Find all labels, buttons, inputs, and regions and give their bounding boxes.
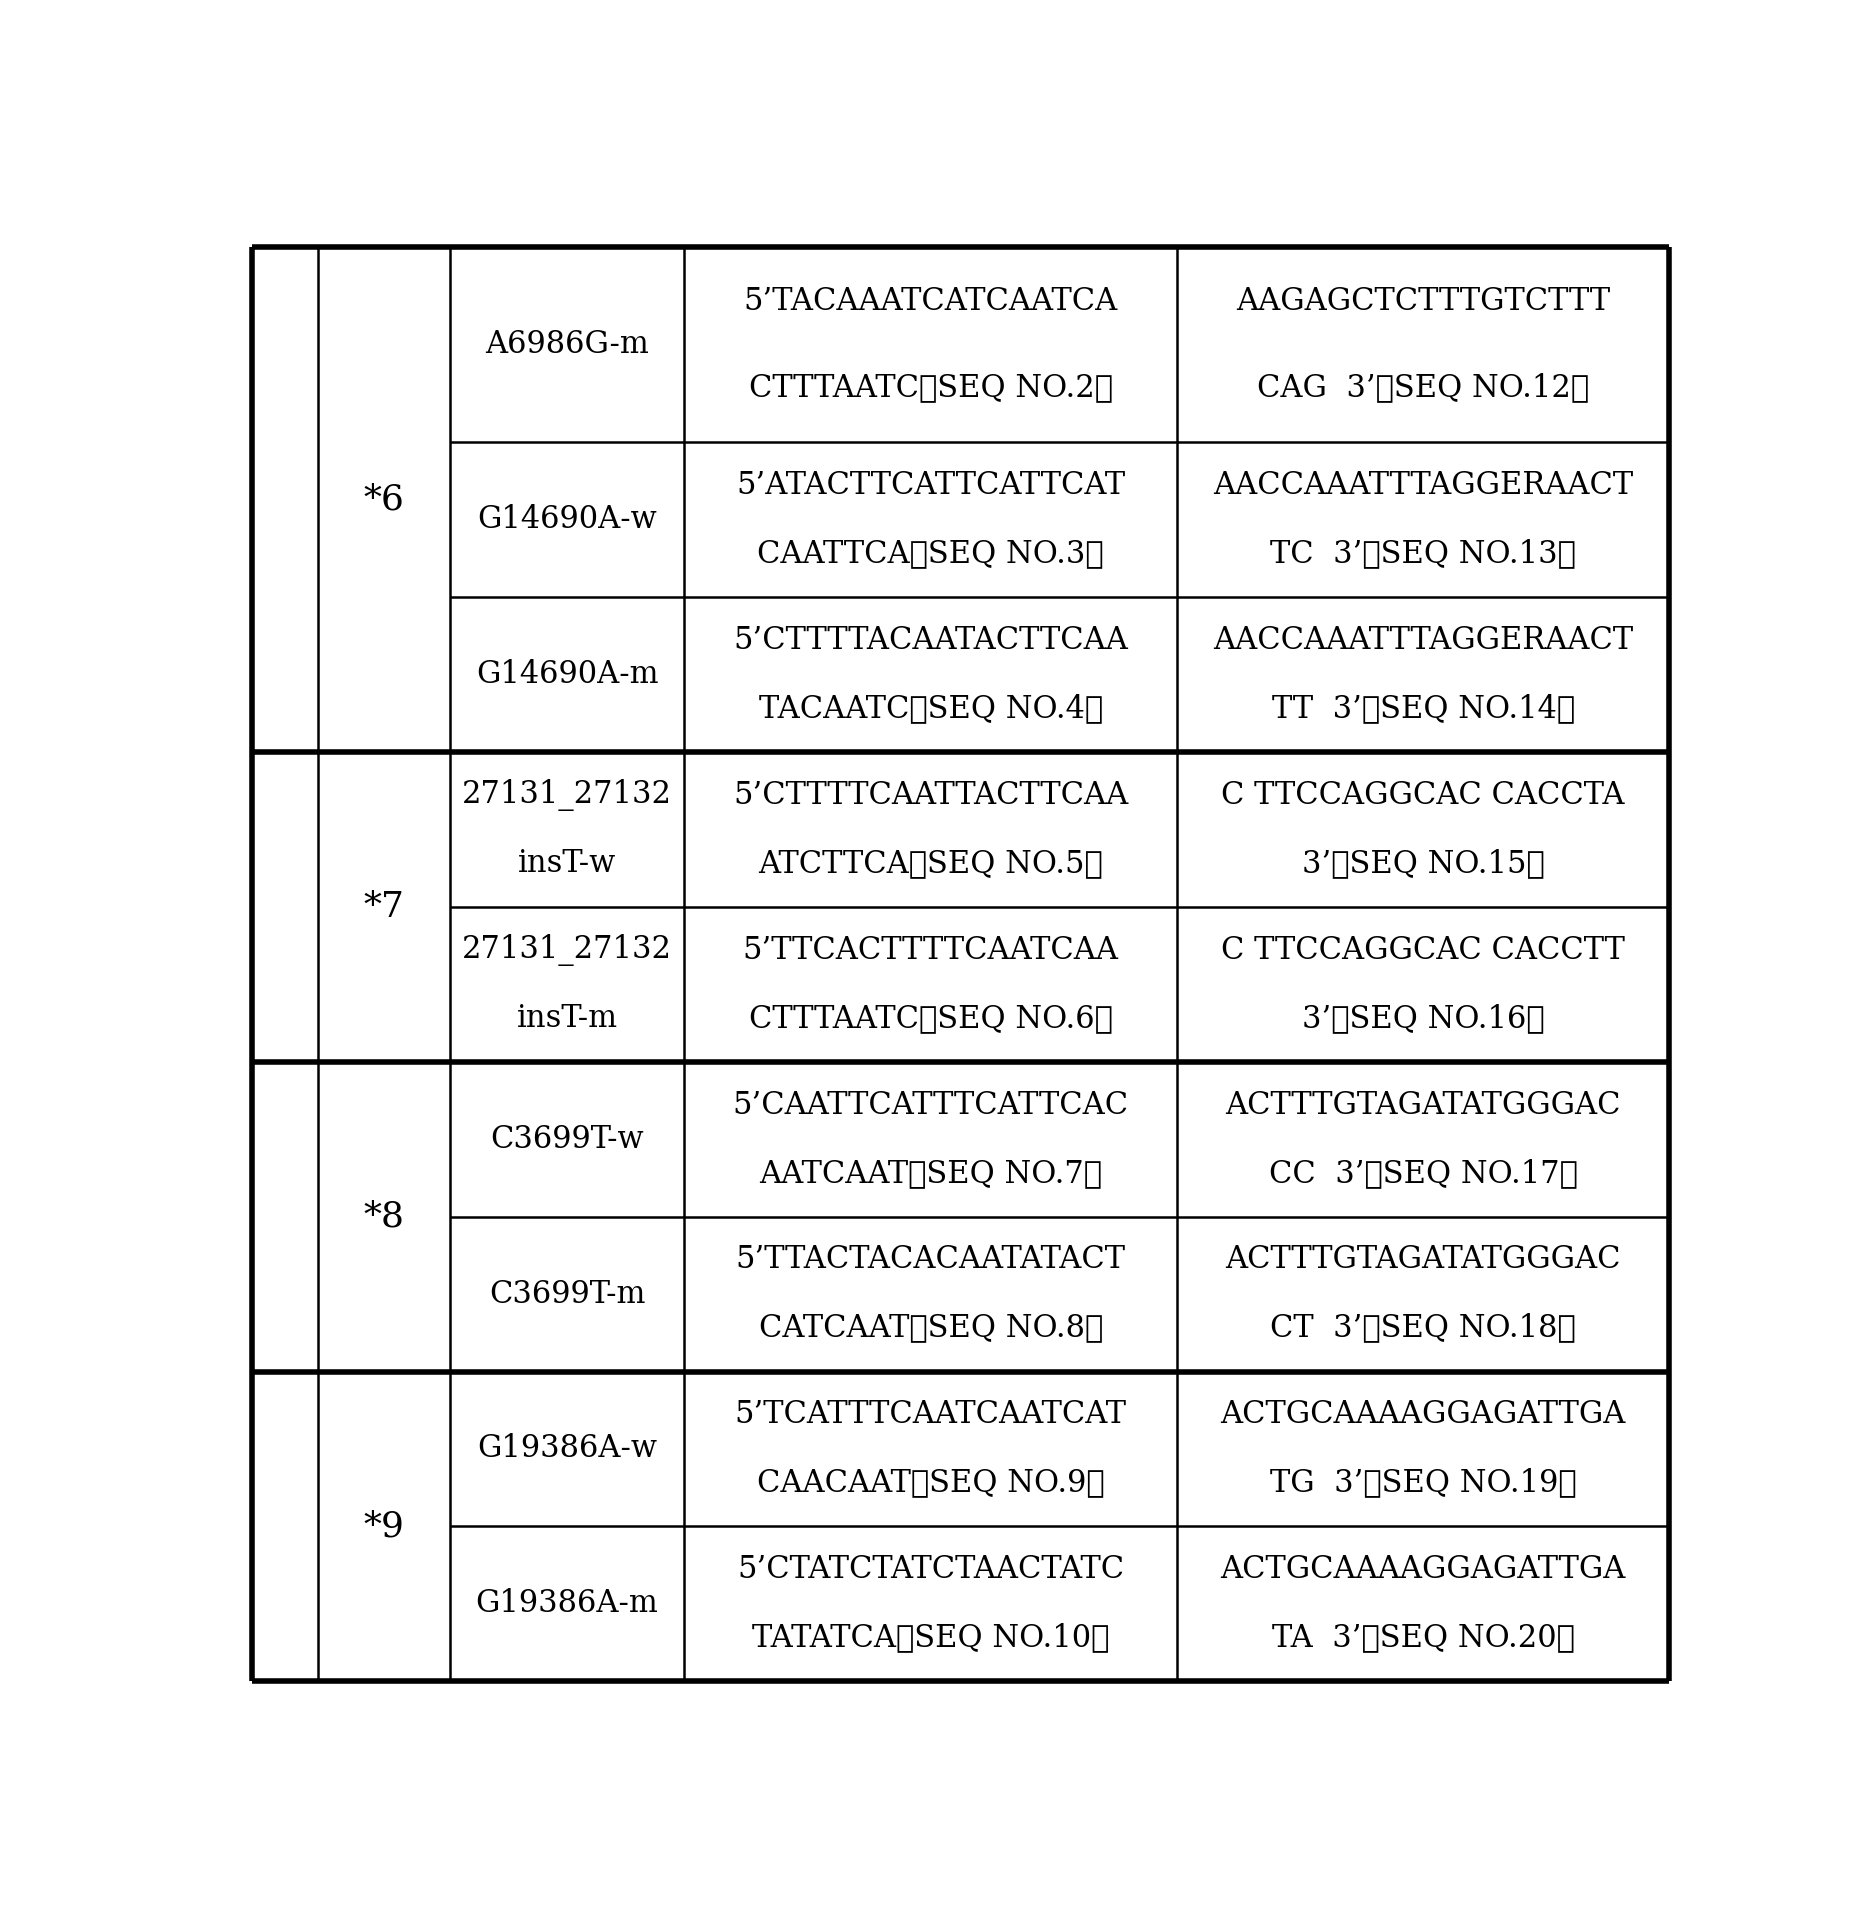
Text: CC  3’（SEQ NO.17）: CC 3’（SEQ NO.17）	[1268, 1157, 1577, 1189]
Text: ACTTTGTAGATATGGGAC: ACTTTGTAGATATGGGAC	[1225, 1090, 1620, 1121]
Text: G14690A-w: G14690A-w	[478, 504, 657, 535]
Text: TT  3’（SEQ NO.14）: TT 3’（SEQ NO.14）	[1272, 693, 1573, 724]
Text: CAG  3’（SEQ NO.12）: CAG 3’（SEQ NO.12）	[1257, 372, 1588, 403]
Text: 5’CTTTTCAATTACTTCAA: 5’CTTTTCAATTACTTCAA	[732, 779, 1128, 811]
Text: CTTTAATC（SEQ NO.6）: CTTTAATC（SEQ NO.6）	[749, 1002, 1113, 1035]
Text: G19386A-w: G19386A-w	[478, 1434, 657, 1464]
Text: C3699T-w: C3699T-w	[491, 1124, 644, 1155]
Text: 5’TTCACTTTTCAATCAA: 5’TTCACTTTTCAATCAA	[742, 935, 1118, 966]
Text: CT  3’（SEQ NO.18）: CT 3’（SEQ NO.18）	[1270, 1313, 1575, 1344]
Text: 3’（SEQ NO.15）: 3’（SEQ NO.15）	[1302, 848, 1543, 878]
Text: 5’ATACTTCATTCATTCAT: 5’ATACTTCATTCATTCAT	[736, 470, 1124, 500]
Text: *7: *7	[363, 890, 405, 924]
Text: 5’CTTTTACAATACTTCAA: 5’CTTTTACAATACTTCAA	[732, 624, 1128, 655]
Text: 27131_27132: 27131_27132	[463, 934, 672, 966]
Text: *6: *6	[363, 483, 405, 515]
Text: TC  3’（SEQ NO.13）: TC 3’（SEQ NO.13）	[1270, 538, 1575, 569]
Text: 5’CAATTCATTTCATTCAC: 5’CAATTCATTTCATTCAC	[732, 1090, 1128, 1121]
Text: C TTCCAGGCAC CACCTT: C TTCCAGGCAC CACCTT	[1221, 935, 1624, 966]
Text: insT-w: insT-w	[517, 848, 616, 878]
Text: ATCTTCA（SEQ NO.5）: ATCTTCA（SEQ NO.5）	[759, 848, 1103, 878]
Text: 27131_27132: 27131_27132	[463, 779, 672, 811]
Text: TA  3’（SEQ NO.20）: TA 3’（SEQ NO.20）	[1272, 1623, 1573, 1653]
Text: CTTTAATC（SEQ NO.2）: CTTTAATC（SEQ NO.2）	[747, 372, 1113, 403]
Text: 5’TTACTACACAATATACT: 5’TTACTACACAATATACT	[736, 1245, 1126, 1275]
Text: *9: *9	[363, 1510, 405, 1544]
Text: TACAATC（SEQ NO.4）: TACAATC（SEQ NO.4）	[759, 693, 1101, 724]
Text: G19386A-m: G19386A-m	[476, 1588, 657, 1619]
Text: 5’TACAAATCATCAATCA: 5’TACAAATCATCAATCA	[744, 286, 1116, 317]
Text: 5’TCATTTCAATCAATCAT: 5’TCATTTCAATCAATCAT	[734, 1399, 1126, 1430]
Text: AACCAAATTTAGGERAACT: AACCAAATTTAGGERAACT	[1212, 470, 1633, 500]
Text: ACTTTGTAGATATGGGAC: ACTTTGTAGATATGGGAC	[1225, 1245, 1620, 1275]
Text: 3’（SEQ NO.16）: 3’（SEQ NO.16）	[1302, 1002, 1543, 1035]
Text: C TTCCAGGCAC CACCTA: C TTCCAGGCAC CACCTA	[1221, 779, 1624, 811]
Text: C3699T-m: C3699T-m	[489, 1279, 644, 1310]
Text: TG  3’（SEQ NO.19）: TG 3’（SEQ NO.19）	[1270, 1468, 1575, 1499]
Text: CAATTCA（SEQ NO.3）: CAATTCA（SEQ NO.3）	[757, 538, 1103, 569]
Text: CAACAAT（SEQ NO.9）: CAACAAT（SEQ NO.9）	[757, 1468, 1103, 1499]
Text: 5’CTATCTATCTAACTATC: 5’CTATCTATCTAACTATC	[736, 1554, 1124, 1584]
Text: ACTGCAAAAGGAGATTGA: ACTGCAAAAGGAGATTGA	[1219, 1399, 1626, 1430]
Text: CATCAAT（SEQ NO.8）: CATCAAT（SEQ NO.8）	[759, 1313, 1101, 1344]
Text: *8: *8	[363, 1199, 405, 1233]
Text: AACCAAATTTAGGERAACT: AACCAAATTTAGGERAACT	[1212, 624, 1633, 655]
Text: ACTGCAAAAGGAGATTGA: ACTGCAAAAGGAGATTGA	[1219, 1554, 1626, 1584]
Text: AAGAGCTCTTTGTCTTT: AAGAGCTCTTTGTCTTT	[1236, 286, 1609, 317]
Text: insT-m: insT-m	[517, 1002, 618, 1035]
Text: A6986G-m: A6986G-m	[485, 328, 648, 359]
Text: TATATCA（SEQ NO.10）: TATATCA（SEQ NO.10）	[751, 1623, 1109, 1653]
Text: AATCAAT（SEQ NO.7）: AATCAAT（SEQ NO.7）	[759, 1157, 1101, 1189]
Text: G14690A-m: G14690A-m	[476, 659, 657, 689]
